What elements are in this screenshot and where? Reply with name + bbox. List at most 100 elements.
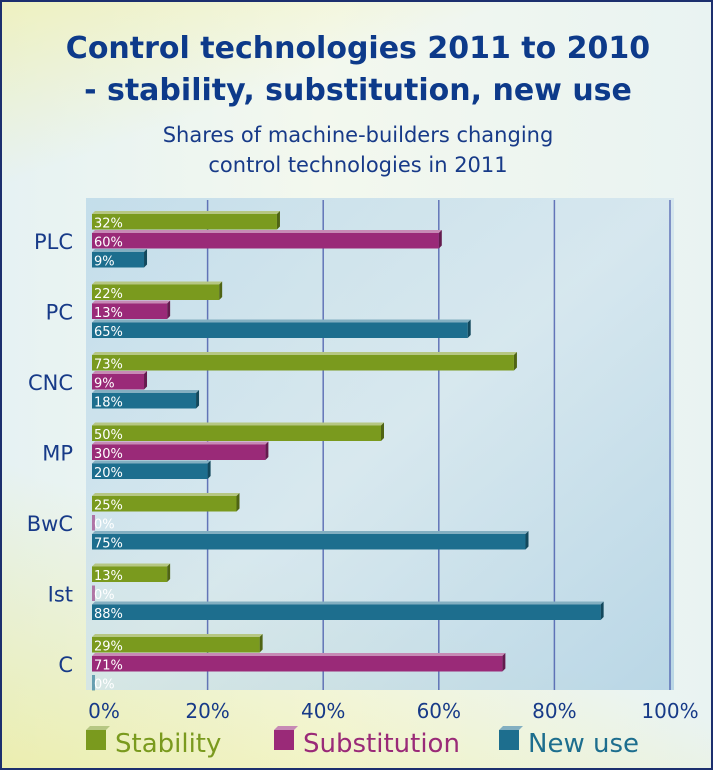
bar xyxy=(92,585,95,601)
bar xyxy=(92,604,601,620)
legend-label: New use xyxy=(528,729,639,759)
legend-swatch-top xyxy=(499,726,523,730)
bar-top-face xyxy=(92,422,384,426)
data-label: 13% xyxy=(94,306,123,321)
bar-end-face xyxy=(525,531,529,550)
bar-top-face xyxy=(92,460,211,464)
data-label: 9% xyxy=(94,255,115,270)
bar-top-face xyxy=(92,249,148,252)
category-label: BwC xyxy=(27,512,73,536)
x-tick-label: 100% xyxy=(641,699,698,723)
data-label: 50% xyxy=(94,428,123,443)
bar-end-face xyxy=(381,422,384,441)
data-label: 9% xyxy=(94,377,115,392)
bar-end-face xyxy=(219,281,223,300)
bar-top-face xyxy=(92,531,529,534)
bar xyxy=(92,496,237,512)
bar-top-face xyxy=(92,563,171,567)
data-label: 88% xyxy=(94,607,123,622)
bar xyxy=(92,656,503,672)
bar-top-face xyxy=(92,653,506,656)
bar-top-face xyxy=(92,634,263,637)
data-label: 13% xyxy=(94,569,123,584)
data-label: 20% xyxy=(94,466,123,481)
bar-top-face xyxy=(92,300,171,304)
bar-end-face xyxy=(167,563,171,582)
bar xyxy=(92,214,277,230)
legend: Stability Substitution New use xyxy=(86,726,639,759)
bar xyxy=(92,284,220,300)
bar-top-face xyxy=(92,230,442,233)
bar xyxy=(92,425,381,441)
bar xyxy=(92,374,145,390)
data-label: 22% xyxy=(94,287,123,302)
x-tick-label: 20% xyxy=(185,699,229,723)
bar xyxy=(92,637,260,653)
bar xyxy=(92,233,439,249)
bar-end-face xyxy=(207,460,211,479)
bar-top-face xyxy=(92,319,471,323)
legend-label: Stability xyxy=(115,729,221,759)
title-line-2: - stability, substitution, new use xyxy=(84,73,632,108)
bar xyxy=(92,675,95,691)
legend-swatch xyxy=(86,730,106,750)
data-label: 0% xyxy=(94,518,115,533)
bar-end-face xyxy=(259,634,263,653)
bar-top-face xyxy=(92,493,240,496)
bar-top-face xyxy=(92,281,223,285)
x-tick-label: 0% xyxy=(88,699,120,723)
bar-end-face xyxy=(513,352,517,371)
x-tick-label: 60% xyxy=(417,699,461,723)
bar-end-face xyxy=(144,249,148,268)
bar-end-face xyxy=(265,441,269,460)
bar-top-face xyxy=(92,441,269,445)
legend-swatch xyxy=(499,730,519,750)
category-label: Ist xyxy=(48,582,73,606)
bar xyxy=(92,252,145,268)
bar-top-face xyxy=(92,390,200,393)
bar-end-face xyxy=(144,371,148,390)
bar-end-face xyxy=(600,601,604,620)
bar xyxy=(92,444,266,460)
data-label: 0% xyxy=(94,678,115,693)
bar xyxy=(92,566,168,582)
data-label: 30% xyxy=(94,447,123,462)
bar xyxy=(92,393,197,409)
data-label: 60% xyxy=(94,236,123,251)
bar xyxy=(92,463,208,479)
data-label: 75% xyxy=(94,537,123,552)
data-label: 73% xyxy=(94,358,123,373)
subtitle-line-2: control technologies in 2011 xyxy=(208,153,507,177)
category-label: MP xyxy=(42,441,73,465)
data-label: 65% xyxy=(94,325,123,340)
data-label: 71% xyxy=(94,659,123,674)
category-label: PC xyxy=(46,300,73,324)
bar-end-face xyxy=(467,319,471,338)
x-tick-label: 80% xyxy=(532,699,576,723)
bar-top-face xyxy=(92,601,604,605)
legend-swatch xyxy=(274,730,294,750)
bar-end-face xyxy=(167,300,171,319)
bar-end-face xyxy=(502,653,506,672)
legend-label: Substitution xyxy=(303,729,460,759)
data-label: 32% xyxy=(94,217,123,232)
legend-swatch-top xyxy=(274,726,298,730)
bar xyxy=(92,515,95,531)
bar-end-face xyxy=(276,211,280,230)
bar-top-face xyxy=(92,352,517,355)
bar xyxy=(92,303,168,319)
title-line-1: Control technologies 2011 to 2010 xyxy=(66,31,650,66)
legend-swatch-top xyxy=(86,726,110,730)
x-tick-label: 40% xyxy=(301,699,345,723)
bar xyxy=(92,355,514,371)
data-label: 25% xyxy=(94,499,123,514)
bar-top-face xyxy=(92,371,148,374)
subtitle-line-1: Shares of machine-builders changing xyxy=(163,123,554,147)
bar-top-face xyxy=(92,211,280,214)
bar-end-face xyxy=(438,230,442,249)
category-label: C xyxy=(58,653,73,677)
category-label: CNC xyxy=(28,371,73,395)
data-label: 29% xyxy=(94,640,123,655)
